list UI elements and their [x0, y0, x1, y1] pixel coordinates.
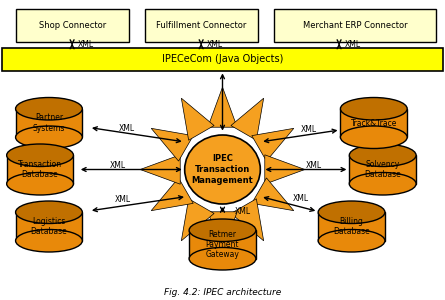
Text: Track&Trace: Track&Trace	[351, 118, 397, 127]
Text: XML: XML	[119, 124, 135, 133]
FancyBboxPatch shape	[274, 9, 436, 42]
Ellipse shape	[189, 219, 256, 242]
Ellipse shape	[318, 201, 385, 224]
Ellipse shape	[340, 98, 407, 120]
Ellipse shape	[189, 248, 256, 270]
Text: Transaction
Database: Transaction Database	[18, 160, 62, 179]
Bar	[189, 230, 256, 259]
Bar	[340, 109, 407, 137]
Text: XML: XML	[110, 161, 126, 170]
Ellipse shape	[7, 172, 73, 195]
Polygon shape	[151, 178, 193, 211]
Ellipse shape	[16, 98, 82, 120]
Ellipse shape	[185, 135, 260, 204]
FancyBboxPatch shape	[2, 48, 443, 70]
Polygon shape	[151, 128, 193, 161]
Text: Logistics
Database: Logistics Database	[31, 217, 67, 236]
Text: Partner
Systems: Partner Systems	[33, 113, 65, 133]
Text: XML: XML	[301, 125, 317, 134]
Polygon shape	[208, 212, 237, 252]
Text: IPEC
Transaction
Management: IPEC Transaction Management	[192, 154, 253, 185]
Text: Retmer
Payment
Gateway: Retmer Payment Gateway	[206, 230, 239, 260]
Ellipse shape	[16, 201, 82, 224]
Ellipse shape	[340, 126, 407, 148]
Polygon shape	[252, 128, 294, 161]
Polygon shape	[231, 98, 264, 140]
Text: XML: XML	[292, 194, 308, 203]
Text: XML: XML	[78, 40, 94, 49]
Ellipse shape	[7, 144, 73, 167]
Text: Fulfillment Connector: Fulfillment Connector	[156, 21, 247, 30]
Text: IPECeCom (Java Objects): IPECeCom (Java Objects)	[162, 54, 283, 64]
Polygon shape	[182, 98, 214, 140]
Polygon shape	[252, 178, 294, 211]
FancyBboxPatch shape	[16, 9, 129, 42]
Polygon shape	[208, 87, 237, 127]
Polygon shape	[265, 155, 305, 184]
Text: Billing
Database: Billing Database	[333, 217, 370, 236]
Polygon shape	[231, 199, 264, 241]
Bar	[16, 212, 82, 241]
Text: XML: XML	[306, 161, 322, 170]
Polygon shape	[140, 155, 180, 184]
Text: Shop Connector: Shop Connector	[39, 21, 106, 30]
Ellipse shape	[16, 230, 82, 252]
Polygon shape	[182, 199, 214, 241]
Ellipse shape	[16, 126, 82, 148]
Text: XML: XML	[345, 40, 361, 49]
Bar	[349, 155, 416, 184]
Ellipse shape	[349, 144, 416, 167]
Text: Solvency
Database: Solvency Database	[364, 160, 401, 179]
Text: XML: XML	[235, 207, 251, 216]
Ellipse shape	[318, 230, 385, 252]
Ellipse shape	[349, 172, 416, 195]
Text: Merchant ERP Connector: Merchant ERP Connector	[303, 21, 407, 30]
Text: Fig. 4.2: IPEC architecture: Fig. 4.2: IPEC architecture	[164, 288, 281, 297]
Bar	[16, 109, 82, 137]
Text: XML: XML	[114, 195, 130, 204]
Text: XML: XML	[207, 40, 223, 49]
Bar	[7, 155, 73, 184]
FancyBboxPatch shape	[145, 9, 258, 42]
Bar	[318, 212, 385, 241]
